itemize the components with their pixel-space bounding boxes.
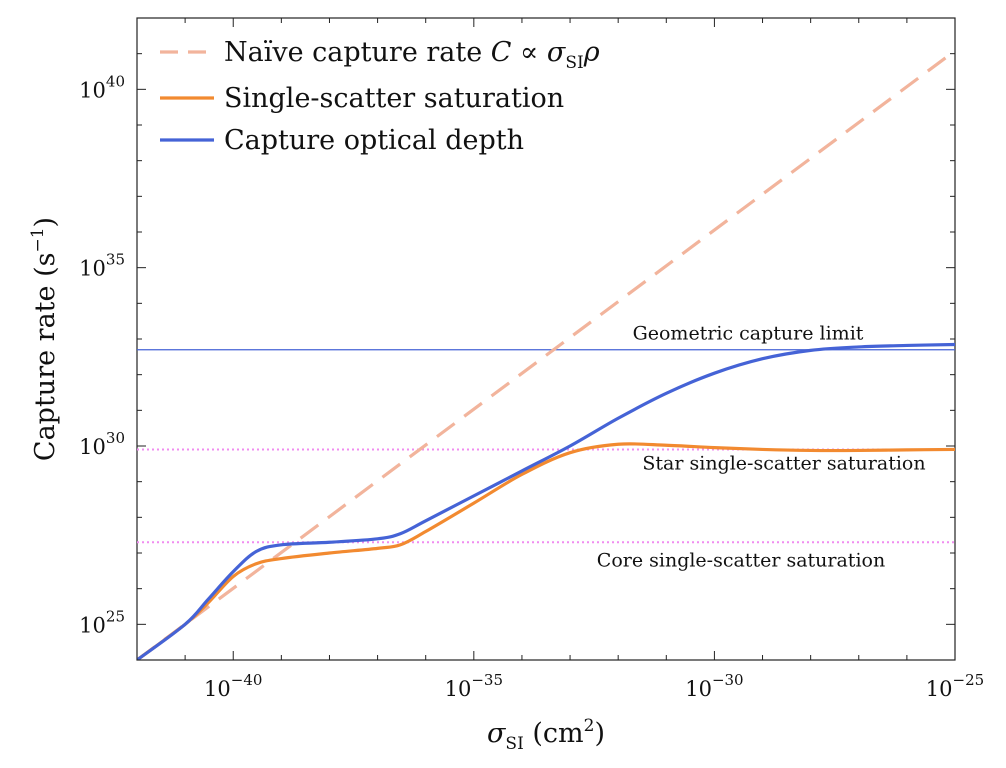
y-tick-label: 1035	[79, 251, 125, 281]
axis-titles: σSI (cm2) Capture rate (s−1)	[28, 217, 605, 754]
series-line-single	[137, 442, 955, 660]
x-tick-label: 10−25	[926, 671, 984, 701]
legend-label-optical: Capture optical depth	[224, 125, 524, 156]
reference-label-geometric: Geometric capture limit	[633, 323, 864, 345]
series-line-optical	[137, 342, 955, 660]
x-axis-title: σSI (cm2)	[487, 716, 605, 754]
reference-label-core: Core single-scatter saturation	[597, 549, 885, 571]
data-series	[137, 49, 955, 660]
x-tick-label: 10−30	[685, 671, 743, 701]
reference-label-star: Star single-scatter saturation	[642, 452, 925, 474]
x-tick-label: 10−35	[445, 671, 503, 701]
y-tick-label: 1040	[79, 72, 125, 102]
y-tick-label: 1025	[79, 607, 125, 637]
reference-line-labels: Geometric capture limit Star single-scatt…	[597, 323, 926, 572]
reference-lines	[137, 349, 955, 544]
legend-label-single: Single-scatter saturation	[224, 83, 564, 114]
axis-ticks: 10−40 10−35 10−30 10−25 1025 1030 1035 1040	[79, 17, 984, 701]
y-axis-title: Capture rate (s−1)	[28, 217, 61, 461]
x-tick-label: 10−40	[204, 671, 262, 701]
legend-label-naive: Naïve capture rate C ∝ σSIρ	[224, 37, 600, 73]
y-tick-label: 1030	[79, 429, 125, 459]
legend: Naïve capture rate C ∝ σSIρ Single-scatte…	[160, 37, 600, 156]
